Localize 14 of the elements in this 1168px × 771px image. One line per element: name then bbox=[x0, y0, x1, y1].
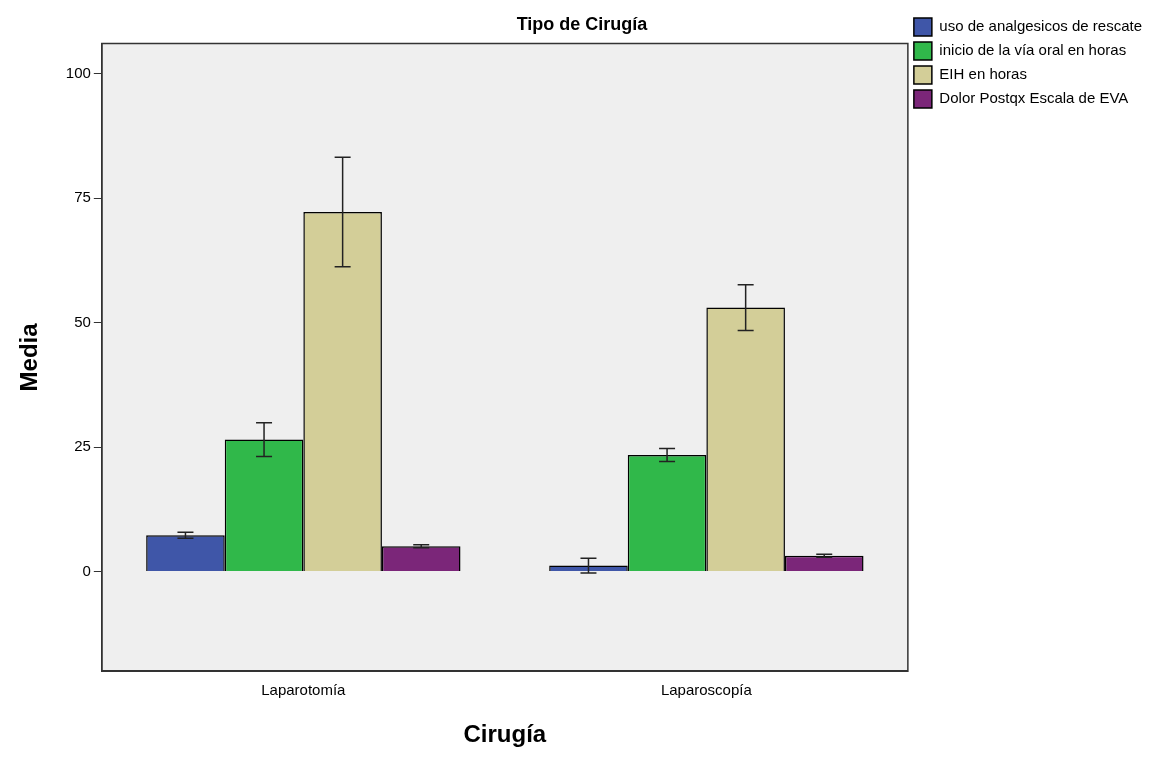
legend-label: EIH en horas bbox=[939, 65, 1027, 83]
y-tick-label: 50 bbox=[74, 312, 91, 330]
legend-label: uso de analgesicos de rescate bbox=[939, 17, 1143, 35]
y-tick-label: 0 bbox=[82, 561, 91, 579]
x-tick-label: Laparoscopía bbox=[660, 681, 753, 699]
y-tick-label: 75 bbox=[74, 188, 91, 206]
legend-label: inicio de la vía oral en horas bbox=[939, 41, 1127, 59]
y-axis-title: Media bbox=[15, 322, 43, 392]
y-tick-label: 25 bbox=[74, 437, 91, 455]
legend-label: Dolor Postqx Escala de EVA bbox=[939, 89, 1129, 107]
y-tick-label: 100 bbox=[65, 63, 91, 81]
chart-title: Tipo de Cirugía bbox=[516, 13, 649, 34]
x-tick-label: Laparotomía bbox=[261, 681, 347, 699]
x-axis-title: Cirugía bbox=[463, 720, 547, 748]
